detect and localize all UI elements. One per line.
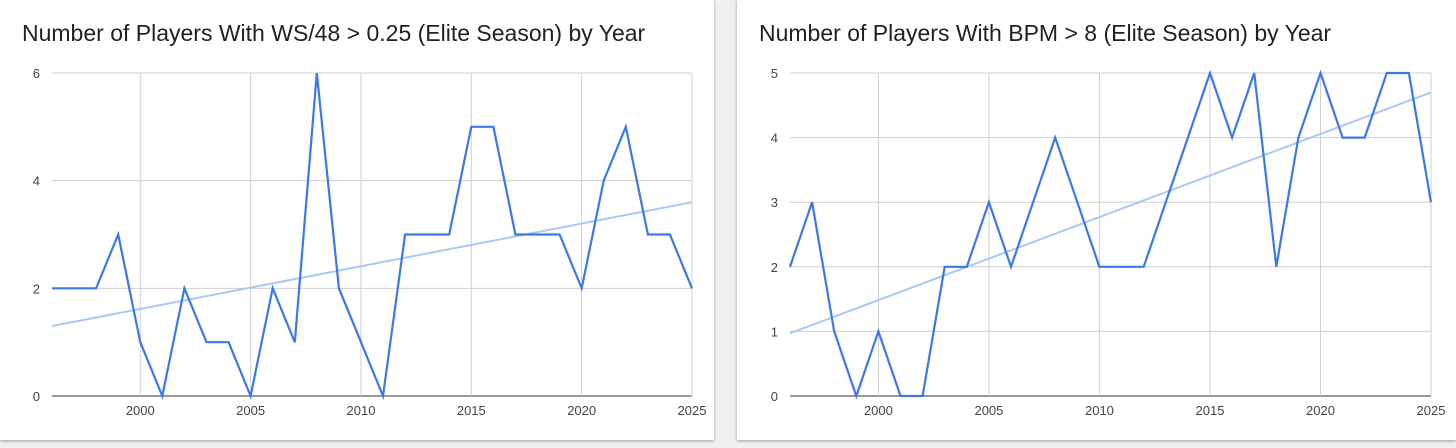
data-point — [943, 265, 947, 269]
data-point — [1363, 136, 1367, 140]
data-point — [1075, 200, 1079, 204]
y-tick-label: 4 — [33, 174, 40, 189]
data-point — [832, 329, 836, 333]
data-point — [899, 394, 903, 398]
data-point — [1009, 265, 1013, 269]
x-tick-label: 2010 — [1085, 403, 1114, 418]
data-point — [624, 125, 628, 129]
data-point — [1429, 200, 1433, 204]
y-tick-label: 3 — [771, 195, 778, 210]
x-tick-label: 2005 — [974, 403, 1003, 418]
x-tick-label: 2015 — [1196, 403, 1225, 418]
data-point — [182, 286, 186, 290]
y-tick-label: 5 — [771, 66, 778, 81]
data-point — [381, 394, 385, 398]
data-point — [1186, 136, 1190, 140]
data-point — [337, 286, 341, 290]
chart-bpm: 0 1 2 3 4 5 2000 2005 2010 2015 2020 2025 — [771, 66, 1446, 418]
data-point — [1097, 265, 1101, 269]
data-point — [854, 394, 858, 398]
data-point — [536, 233, 540, 237]
data-point — [315, 71, 319, 75]
data-point — [1120, 265, 1124, 269]
data-point — [580, 286, 584, 290]
data-point — [271, 286, 275, 290]
data-point — [1341, 136, 1345, 140]
data-point — [403, 233, 407, 237]
x-tick-label: 2000 — [126, 403, 155, 418]
y-tick-label: 2 — [771, 260, 778, 275]
data-point — [425, 233, 429, 237]
x-tick-label: 2005 — [236, 403, 265, 418]
data-point — [50, 286, 54, 290]
data-point — [1296, 136, 1300, 140]
data-point — [249, 394, 253, 398]
data-point — [447, 233, 451, 237]
x-tick-label: 2025 — [1417, 403, 1446, 418]
data-point — [987, 200, 991, 204]
data-point — [94, 286, 98, 290]
data-point — [1208, 71, 1212, 75]
data-point — [646, 233, 650, 237]
data-point — [204, 340, 208, 344]
data-point — [1318, 71, 1322, 75]
x-tick-label: 2025 — [678, 403, 707, 418]
chart-panel-bpm: Number of Players With BPM > 8 (Elite Se… — [737, 0, 1456, 440]
chart-title: Number of Players With WS/48 > 0.25 (Eli… — [22, 20, 646, 46]
data-point — [965, 265, 969, 269]
data-point — [558, 233, 562, 237]
data-point — [160, 394, 164, 398]
data-point — [116, 233, 120, 237]
data-point — [293, 340, 297, 344]
data-point — [1252, 71, 1256, 75]
data-point — [921, 394, 925, 398]
y-tick-label: 2 — [33, 281, 40, 296]
data-point — [359, 340, 363, 344]
data-point — [469, 125, 473, 129]
data-point — [690, 286, 694, 290]
data-point — [513, 233, 517, 237]
data-point — [1053, 136, 1057, 140]
x-tick-label: 2010 — [347, 403, 376, 418]
data-point — [668, 233, 672, 237]
data-point — [1407, 71, 1411, 75]
y-tick-label: 6 — [33, 66, 40, 81]
data-point — [138, 340, 142, 344]
series-line — [52, 72, 694, 401]
data-point — [1164, 200, 1168, 204]
data-point — [1031, 200, 1035, 204]
data-point — [1230, 136, 1234, 140]
data-point — [788, 265, 792, 269]
data-point — [810, 200, 814, 204]
data-point — [876, 329, 880, 333]
x-tick-label: 2020 — [567, 403, 596, 418]
x-tick-label: 2020 — [1306, 403, 1335, 418]
x-tick-label: 2015 — [457, 403, 486, 418]
x-tick-label: 2000 — [864, 403, 893, 418]
y-tick-label: 4 — [771, 131, 778, 146]
y-tick-label: 1 — [771, 324, 778, 339]
series-line — [788, 69, 1433, 400]
y-tick-label: 0 — [771, 389, 778, 404]
chart-title: Number of Players With BPM > 8 (Elite Se… — [759, 20, 1332, 46]
data-point — [1142, 265, 1146, 269]
y-tick-label: 0 — [33, 389, 40, 404]
data-point — [1274, 265, 1278, 269]
chart-ws48: 0 2 4 6 2000 2005 2010 2015 2020 2025 — [33, 66, 707, 418]
data-point — [72, 286, 76, 290]
trendline — [789, 91, 1432, 335]
data-point — [1385, 71, 1389, 75]
chart-panel-ws48: Number of Players With WS/48 > 0.25 (Eli… — [0, 0, 714, 440]
trendline — [51, 201, 693, 327]
data-point — [227, 340, 231, 344]
data-point — [602, 179, 606, 183]
data-point — [491, 125, 495, 129]
